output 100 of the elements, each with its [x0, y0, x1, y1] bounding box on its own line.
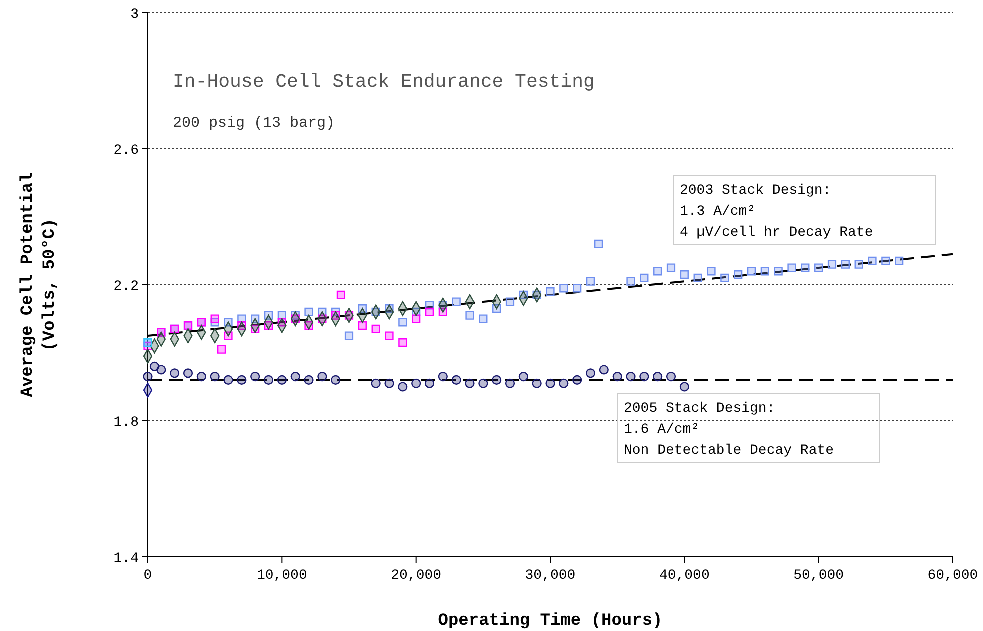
point: [747, 267, 756, 276]
x-axis-title: Operating Time (Hours): [438, 612, 663, 631]
point: [264, 375, 274, 385]
point: [895, 256, 904, 266]
point: [183, 368, 194, 378]
point: [586, 368, 596, 378]
point: [680, 270, 689, 280]
point: [506, 298, 515, 306]
point: [277, 375, 287, 385]
point: [612, 372, 622, 382]
point: [626, 277, 636, 286]
x-tick-label: 40,000: [659, 568, 710, 584]
point: [559, 378, 569, 388]
point: [466, 311, 474, 320]
point: [371, 378, 381, 388]
point: [492, 375, 502, 385]
point: [828, 260, 837, 269]
point: [666, 372, 676, 382]
x-tick-label: 30,000: [525, 568, 576, 584]
point: [344, 332, 354, 340]
point: [841, 260, 850, 269]
point: [707, 267, 716, 276]
point: [372, 324, 380, 334]
y-tick-label: 3: [130, 6, 139, 23]
point: [384, 378, 394, 388]
point: [505, 378, 516, 388]
point: [318, 372, 328, 382]
point: [336, 290, 346, 300]
point: [438, 372, 448, 382]
point: [774, 267, 783, 276]
point: [452, 298, 461, 306]
point: [398, 318, 408, 327]
point: [640, 274, 649, 283]
point: [210, 372, 220, 382]
point: [465, 378, 475, 388]
point: [217, 345, 226, 354]
point: [546, 287, 555, 296]
x-tick-label: 60,000: [928, 568, 978, 584]
point: [572, 375, 582, 385]
point: [290, 372, 300, 382]
point: [518, 372, 528, 382]
point: [425, 308, 434, 317]
point: [626, 372, 636, 382]
point: [760, 267, 770, 276]
point: [594, 240, 604, 249]
point: [868, 256, 877, 266]
point: [694, 274, 702, 283]
point: [734, 270, 743, 280]
point: [250, 372, 260, 382]
point: [479, 314, 488, 324]
point: [882, 256, 890, 266]
point: [424, 378, 435, 388]
point: [398, 382, 408, 392]
point: [720, 274, 730, 283]
x-tick-label: 0: [144, 568, 152, 584]
x-tick-label: 10,000: [256, 568, 308, 584]
annotation: 2003 Stack Design: 1.3 A/cm² 4 µV/cell hr Decay Rate: [680, 183, 874, 241]
y-tick-label: 2.6: [114, 142, 139, 159]
point: [385, 332, 394, 340]
text: 200 psig (13 barg): [173, 115, 336, 132]
point: [304, 375, 314, 385]
y-tick-label: 1.4: [114, 550, 139, 567]
point: [801, 264, 810, 272]
point: [573, 284, 582, 293]
point: [560, 284, 568, 293]
y-tick-label: 1.8: [114, 414, 139, 431]
point: [156, 365, 166, 375]
point: [224, 375, 234, 385]
point: [654, 267, 662, 276]
point: [196, 372, 206, 382]
point: [398, 338, 408, 348]
point: [237, 375, 247, 385]
point: [532, 378, 542, 388]
point: [304, 308, 314, 317]
point: [586, 277, 596, 286]
x-tick-label: 50,000: [794, 568, 844, 584]
point: [150, 362, 160, 372]
point: [640, 372, 650, 382]
point: [814, 264, 824, 272]
point: [546, 378, 556, 388]
point: [653, 372, 663, 382]
point: [452, 375, 462, 385]
point: [478, 378, 488, 388]
y-tick-label: 2.2: [114, 278, 139, 295]
annotation: 2005 Stack Design: 1.6 A/cm² Non Detectable Decay Rate: [624, 401, 834, 459]
y-axis-title: Average Cell Potential (Volts, 50°C): [19, 172, 60, 398]
x-tick-label: 20,000: [391, 568, 442, 584]
point: [412, 314, 421, 324]
point: [788, 264, 796, 272]
point: [666, 264, 676, 272]
point: [599, 365, 609, 375]
point: [331, 375, 341, 385]
point: [170, 368, 180, 378]
point: [143, 372, 153, 382]
point: [854, 260, 864, 269]
point: [210, 314, 220, 324]
point: [358, 321, 367, 330]
point: [680, 382, 690, 392]
text: In-House Cell Stack Endurance Testing: [173, 71, 595, 93]
point: [412, 378, 422, 388]
